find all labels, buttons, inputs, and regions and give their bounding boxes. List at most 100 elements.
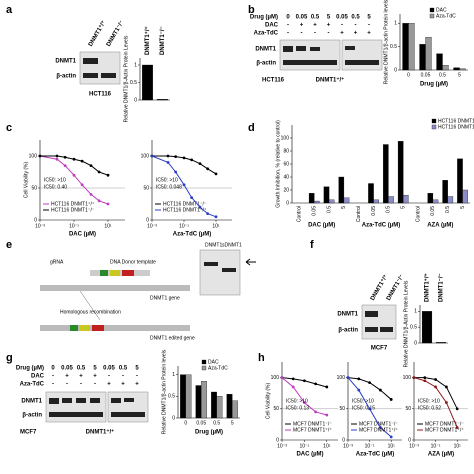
point <box>379 388 382 392</box>
legend-label: MCF7 DNMT1⁻/⁻ <box>293 421 332 427</box>
point <box>445 401 448 404</box>
x-tick-label: 10¹ <box>323 443 331 449</box>
x-axis-label: Drug (µM) <box>420 82 448 88</box>
y-tick-label: 0 <box>408 437 411 443</box>
legend-label: MCF7 DNMT1⁺/⁺ <box>293 427 332 433</box>
x-tick-label: 5 <box>341 206 347 209</box>
y-tick-label: 0 <box>172 415 175 421</box>
x-tick-label: 10⁻³ <box>277 443 287 449</box>
cell-line: MCF7 <box>371 346 388 352</box>
bar <box>435 342 447 344</box>
blot-b: DNMT1 β-actin HCT116 DNMT1⁺/⁺ Drug (µM) … <box>250 15 383 84</box>
y-tick-label: 0 <box>134 97 137 103</box>
blot-header: 0.05 <box>61 366 73 372</box>
blot-header: + <box>300 23 304 29</box>
blot-header: 5 <box>135 366 139 372</box>
legend-label: HCT116 DNMT1⁺/⁺ <box>51 201 95 207</box>
bar <box>427 193 434 204</box>
x-tick-label: 0.05 <box>430 206 436 216</box>
x-tick-label: Control <box>415 206 421 222</box>
point <box>182 156 186 160</box>
y-tick-label: 100 <box>29 153 38 159</box>
column-label: DNMT1⁺/⁺ <box>87 19 107 47</box>
x-tick-label: 0.05 <box>421 72 431 78</box>
blot-header: - <box>52 382 54 388</box>
annotation: IC50: 0.15 <box>352 405 375 411</box>
point <box>89 193 93 196</box>
point <box>63 164 67 168</box>
blot-header: - <box>122 374 124 380</box>
bar <box>388 196 394 204</box>
bar <box>447 196 454 204</box>
y-tick-label: 0 <box>394 67 397 73</box>
point <box>325 385 329 389</box>
blot-header: 0 <box>51 366 55 372</box>
x-tick-label: 10⁻³ <box>147 223 157 229</box>
y-tick-label: 0 <box>286 200 289 206</box>
bar <box>180 374 186 419</box>
row-label: DNMT1 <box>337 312 358 318</box>
blot-header: 0.05 <box>103 366 115 372</box>
cell-line: HCT116 <box>89 92 112 98</box>
bar <box>402 23 409 71</box>
y-tick-label: 1 <box>414 309 417 315</box>
point <box>182 183 186 187</box>
point <box>346 376 350 379</box>
point <box>214 215 218 219</box>
blot-header: 0.05 <box>336 15 348 21</box>
blot-header: + <box>340 31 344 37</box>
blot-a: DNMT1⁺/⁺ DNMT1⁻/⁻ DNMT1 β-actin HCT116 <box>55 19 125 97</box>
point <box>97 170 101 174</box>
y-axis-label: Relative DNMT1/β-Actin Protein Levels <box>403 280 409 367</box>
point <box>280 376 284 379</box>
diagram-text: DNMT1 gene <box>150 295 180 301</box>
blot-header: + <box>93 374 97 380</box>
blot-header: + <box>367 31 371 37</box>
x-axis-label: AZA (µM) <box>428 452 454 458</box>
x-tick-label: DNMT1⁺/⁺ <box>424 273 431 302</box>
panel-letter: e <box>6 239 12 251</box>
y-axis-label: Relative DNMT1/β-actin Protein levels <box>383 0 389 84</box>
bar <box>323 186 330 204</box>
x-tick-label: 10⁻³ <box>409 443 419 449</box>
legend-swatch <box>201 365 207 371</box>
y-tick-label: 50 <box>339 406 345 412</box>
x-tick-label: 0.5 <box>439 72 446 78</box>
point <box>72 173 76 177</box>
x-tick-label: 10¹ <box>454 443 462 449</box>
x-tick-label: DNMT1⁻/⁻ <box>160 26 166 55</box>
diagram-e: gRNA DNA Donor template DNMT1 gene Homol… <box>40 242 256 341</box>
point <box>455 426 459 429</box>
point <box>38 154 42 158</box>
group-label: Aza-TdC (µM) <box>362 223 400 229</box>
bar <box>368 183 374 204</box>
blot-header: 0.5 <box>351 15 360 21</box>
point <box>368 381 371 384</box>
blot-header: - <box>341 23 343 29</box>
y-axis-label: Relative DNMT1/β-Actin Protein Levels <box>123 35 129 122</box>
y-tick-label: 0.5 <box>390 44 397 50</box>
blot-header: 0.5 <box>77 366 86 372</box>
x-tick-label: 5 <box>231 420 234 426</box>
bar <box>403 195 409 204</box>
blot-header: + <box>135 382 139 388</box>
point <box>357 388 361 392</box>
blot-header: - <box>136 374 138 380</box>
diagram-text: gRNA <box>50 259 64 265</box>
blot-header: + <box>107 382 111 388</box>
blot-header: - <box>355 23 357 29</box>
blot-header: - <box>52 374 54 380</box>
row-label: DNMT1 <box>55 59 76 65</box>
point <box>63 155 67 159</box>
annotation: IC50: 0.52 <box>418 405 441 411</box>
aza-label: Aza-TdC <box>20 382 45 388</box>
x-tick-label: 10¹ <box>104 223 112 229</box>
blot-header: - <box>108 374 110 380</box>
point <box>190 158 194 162</box>
annotation: IC50: >10 <box>286 398 308 404</box>
x-tick-label: 10⁻³ <box>343 443 353 449</box>
annotation: IC50: >10 <box>156 177 178 183</box>
point <box>89 164 93 168</box>
y-tick-label: 0.5 <box>410 324 417 330</box>
point <box>214 172 218 176</box>
